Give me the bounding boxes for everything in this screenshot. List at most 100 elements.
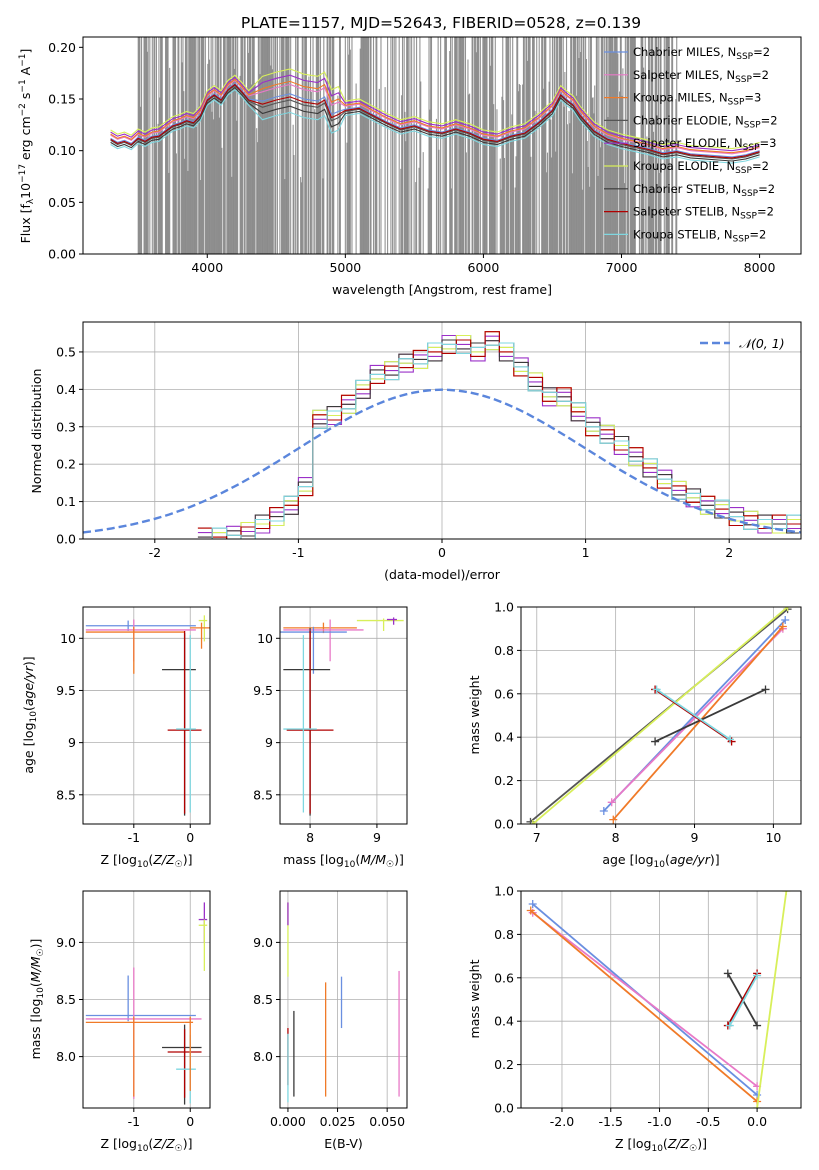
- x-axis-label: Z [log10(Z/Z☉)]: [615, 1136, 707, 1154]
- y-tick-label: 0.4: [494, 730, 514, 745]
- x-axis-label: Z [log10(Z/Z☉)]: [101, 1136, 193, 1154]
- y-tick-label: 8.5: [56, 787, 76, 802]
- y-tick-label: 1.0: [494, 600, 514, 615]
- spectrum-line: [110, 74, 760, 152]
- x-tick-label: 0: [186, 830, 194, 845]
- y-tick-label: 9.0: [56, 935, 76, 950]
- frame-mass-vs-Z: -1 0 8.0 8.5 9.0 Z [log10(Z/Z☉)] mass [log10(M…: [28, 890, 211, 1154]
- y-axis-label: age [log10(age/yr)]: [21, 656, 39, 773]
- y-tick-label: 0.4: [494, 1014, 514, 1029]
- mass-weight-marker: [528, 820, 537, 824]
- mass-weight-marker: [783, 607, 792, 611]
- frame-age-vs-mass: 8 9 8.5 9 9.5 10 mass [log10(M/M☉)]: [253, 606, 408, 870]
- histogram-step: [197, 334, 801, 539]
- mass-weight-marker: [723, 969, 732, 978]
- y-tick-label: 8.5: [253, 787, 273, 802]
- mass-weight-marker: [725, 1021, 734, 1030]
- mass-weight-marker: [753, 971, 762, 980]
- spectrum-line: [110, 88, 760, 164]
- histogram-step: [197, 334, 801, 539]
- y-tick-label: 0.20: [48, 40, 76, 55]
- y-tick-label: 8.5: [253, 992, 273, 1007]
- x-tick-label: 9: [373, 830, 381, 845]
- mass-weight-line: [656, 688, 731, 741]
- spectrum-legend: Chabrier MILES, NSSP=2 Salpeter MILES, NS…: [604, 45, 778, 244]
- frame-residuals: -2 -1 0 1 2 0.0 0.1 0.2 0.3 0.4 0.5 𝒩(0, 1) (data-mo…: [29, 321, 802, 582]
- axes-massweight-vs-Z: -2.0 -1.5 -1.0 -0.5 0.0 0.0 0.2 0.4 0.6 0.8 1.0 Z […: [467, 884, 802, 1154]
- x-axis-label: wavelength [Angstrom, rest frame]: [332, 282, 552, 297]
- x-tick-label: -2.0: [550, 1114, 574, 1129]
- spectrum-line: [110, 84, 760, 160]
- mass-weight-marker: [761, 685, 770, 694]
- y-tick-label: 0.6: [494, 970, 514, 985]
- x-tick-label: 7000: [606, 260, 638, 275]
- plot-area-mass-vs-Z: [85, 902, 208, 1105]
- mass-weight-line: [530, 909, 758, 1103]
- figure-title: PLATE=1157, MJD=52643, FIBERID=0528, z=0…: [241, 14, 641, 32]
- spectrum-line: [110, 68, 760, 150]
- x-tick-label: 8: [612, 830, 620, 845]
- normal-curve: [83, 388, 801, 534]
- mass-weight-line: [532, 607, 789, 824]
- histogram-step: [197, 331, 801, 539]
- x-tick-label: -1.0: [647, 1114, 671, 1129]
- y-tick-label: 10: [257, 631, 273, 646]
- y-tick-label: 0.5: [56, 344, 76, 359]
- histogram-step: [197, 342, 801, 539]
- x-tick-label: 0: [186, 1114, 194, 1129]
- y-tick-label: 1.0: [494, 884, 514, 899]
- y-axis-label: Normed distribution: [29, 369, 44, 494]
- x-axis-label: mass [log10(M/M☉)]: [283, 852, 404, 870]
- y-axis-label: mass weight: [467, 959, 482, 1038]
- frame-mass-vs-EBV: 0.000 0.025 0.050 8.0 8.5 9.0 E(B-V): [253, 890, 408, 1151]
- x-tick-label: 8: [306, 830, 314, 845]
- mass-weight-marker: [726, 735, 735, 744]
- x-tick-label: 9: [691, 830, 699, 845]
- spectrum-line: [110, 82, 760, 158]
- y-axis-label: mass weight: [467, 675, 482, 754]
- x-tick-label: 7: [533, 830, 541, 845]
- axes-frame: [520, 890, 802, 1109]
- x-axis-label: age [log10(age/yr)]: [602, 852, 719, 870]
- y-axis-label: Flux [fλ10−17 erg cm−2 s−1 A−1]: [18, 49, 36, 244]
- x-tick-label: 10: [765, 830, 781, 845]
- x-tick-label: 0.050: [369, 1114, 405, 1129]
- y-tick-label: 0.2: [494, 773, 514, 788]
- x-tick-label: 8000: [744, 260, 776, 275]
- y-tick-label: 0.15: [48, 92, 76, 107]
- plot-area-massweight-vs-Z: [526, 891, 791, 1108]
- x-tick-label: -2: [149, 545, 161, 560]
- histogram-step: [197, 339, 801, 539]
- x-tick-label: 2: [725, 545, 733, 560]
- y-tick-label: 0.8: [494, 927, 514, 942]
- y-tick-label: 0.00: [48, 247, 76, 262]
- spectrum-line: [110, 78, 760, 154]
- x-tick-label: -1: [292, 545, 304, 560]
- axes-age-vs-mass: 8 9 8.5 9 9.5 10 mass [log10(M/M☉)]: [253, 606, 408, 870]
- y-tick-label: 8.5: [56, 992, 76, 1007]
- y-tick-label: 8.0: [253, 1049, 273, 1064]
- axes-mass-vs-EBV: 0.000 0.025 0.050 8.0 8.5 9.0 E(B-V): [253, 890, 408, 1151]
- y-tick-label: 9: [265, 735, 273, 750]
- y-tick-label: 10: [60, 631, 76, 646]
- frame-age-vs-Z: -1 0 8.5 9 9.5 10 Z [log10(Z/Z☉)] age [log10(ag…: [21, 606, 211, 870]
- axes-mass-vs-Z: -1 0 8.0 8.5 9.0 Z [log10(Z/Z☉)] mass [log10(M…: [28, 890, 211, 1154]
- legend-label: Salpeter STELIB, NSSP=2: [633, 205, 774, 222]
- y-tick-label: 0.8: [494, 643, 514, 658]
- axes-age-vs-Z: -1 0 8.5 9 9.5 10 Z [log10(Z/Z☉)] age [log10(ag…: [21, 606, 211, 870]
- legend-label: Kroupa ELODIE, NSSP=2: [633, 159, 769, 176]
- plot-area-age-vs-mass: [280, 617, 404, 816]
- mass-weight-line: [728, 975, 758, 1026]
- x-tick-label: 0.000: [270, 1114, 306, 1129]
- mass-weight-marker: [781, 616, 790, 625]
- mass-weight-line: [612, 625, 784, 821]
- y-tick-label: 9.0: [253, 935, 273, 950]
- axes-frame: [82, 36, 802, 255]
- axes-frame: [279, 606, 408, 825]
- plot-area-spectrum: [110, 37, 760, 254]
- spectrum-line: [110, 79, 760, 155]
- frame-spectrum: 4000 5000 6000 7000 8000 0.00 0.05 0.10 0.15 0.20…: [18, 36, 802, 297]
- y-tick-label: 0.1: [56, 494, 76, 509]
- legend-label: Chabrier MILES, NSSP=2: [633, 45, 770, 62]
